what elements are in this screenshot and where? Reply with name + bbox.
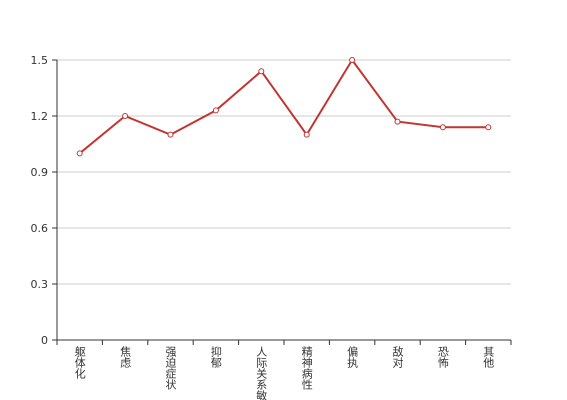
y-tick-label: 1.2 [31, 110, 49, 123]
y-tick-label: 0 [41, 334, 48, 347]
x-tick-label: 精神病性 [300, 346, 313, 391]
point [258, 68, 265, 75]
x-tick-label: 强迫症状 [164, 346, 177, 390]
point [303, 131, 310, 138]
x-tick-label: 人际关系敏感 [255, 346, 268, 400]
y-tick-label: 0.9 [31, 166, 49, 179]
line [79, 58, 489, 155]
x-tick-label: 恐怖 [436, 346, 449, 368]
point [212, 107, 219, 114]
point [485, 124, 492, 131]
point [439, 124, 446, 131]
point [394, 118, 401, 125]
x-tick-label: 抑郁 [209, 345, 222, 368]
point [122, 113, 129, 119]
y-tick-label: 0.3 [31, 278, 49, 291]
x-tick-label: 躯体化 [73, 346, 86, 380]
x-tick-label: 焦虑 [119, 346, 132, 368]
x-tick-label: 其他 [482, 346, 495, 368]
point [76, 150, 83, 157]
point [167, 131, 174, 138]
x-tick-label: 偏执 [346, 345, 359, 369]
x-tick-label: 敌对 [391, 345, 404, 368]
point [349, 57, 356, 63]
y-tick-label: 0.6 [31, 222, 49, 235]
y-tick-label: 1.5 [31, 54, 49, 67]
